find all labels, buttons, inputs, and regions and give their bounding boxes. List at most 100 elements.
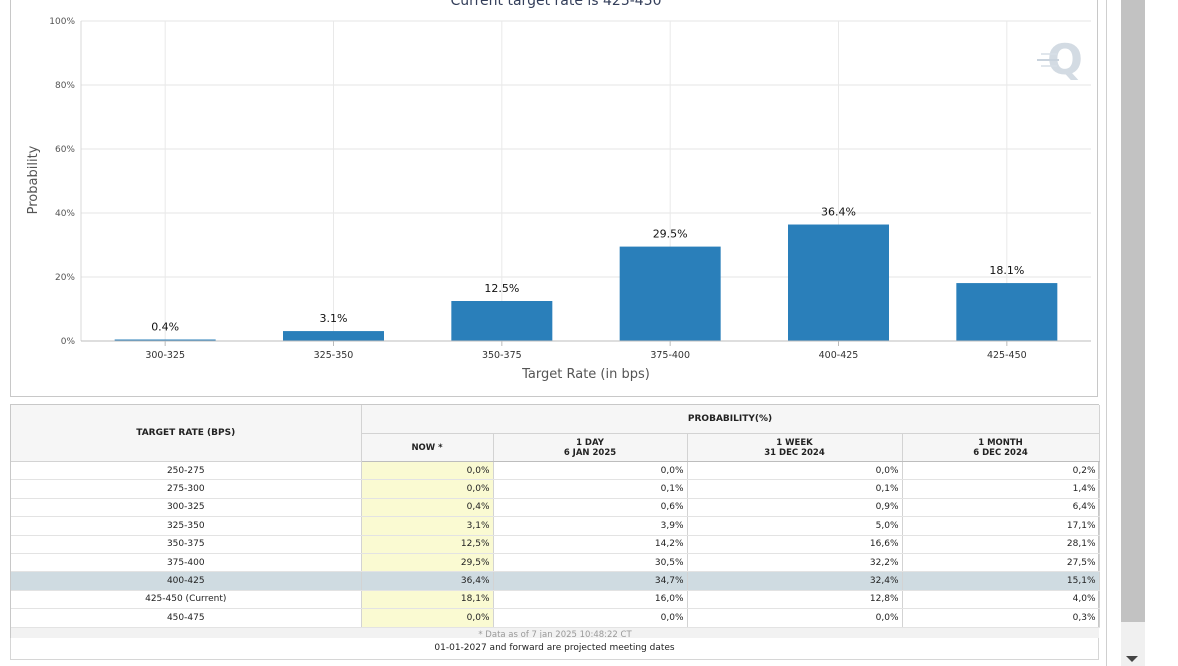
prob-cell-month: 27,5%	[902, 553, 1100, 573]
prob-cell-now: 0,0%	[361, 608, 494, 628]
rate-cell: 350-375	[11, 535, 362, 554]
prob-cell-month: 0,2%	[902, 461, 1100, 481]
col-1month-line2: 6 DEC 2024	[973, 447, 1028, 458]
prob-cell-now: 0,0%	[361, 479, 494, 499]
col-1day-line2: 6 JAN 2025	[563, 447, 617, 458]
col-1week-line2: 31 DEC 2024	[764, 447, 825, 458]
prob-cell-day: 3,9%	[493, 516, 688, 536]
prob-cell-month: 28,1%	[902, 535, 1100, 554]
rate-cell: 375-400	[11, 553, 362, 573]
x-tick-label: 300-325	[145, 350, 185, 361]
prob-cell-week: 0,0%	[687, 608, 903, 628]
bar-325-350	[283, 331, 384, 341]
prob-cell-day: 0,1%	[493, 479, 688, 499]
probability-table-panel: TARGET RATE (BPS) PROBABILITY(%) NOW * 1…	[10, 404, 1100, 642]
prob-cell-month: 4,0%	[902, 590, 1100, 610]
prob-cell-now: 0,4%	[361, 498, 494, 518]
col-1month-header[interactable]: 1 MONTH 6 DEC 2024	[902, 433, 1100, 462]
prob-cell-week: 16,6%	[687, 535, 903, 554]
prob-cell-now: 3,1%	[361, 516, 494, 536]
bar-300-325	[114, 339, 216, 341]
rate-cell: 425-450 (Current)	[11, 590, 362, 610]
scroll-down-arrow-icon[interactable]	[1126, 656, 1138, 662]
bar-data-label: 36.4%	[821, 206, 856, 219]
table-row[interactable]: 375-400 29,5% 30,5% 32,2% 27,5%	[11, 553, 1100, 573]
prob-cell-now: 36,4%	[361, 571, 494, 591]
prob-cell-month: 1,4%	[902, 479, 1100, 499]
chart-title: Current target rate is 425-450	[450, 0, 661, 9]
bar-data-label: 29.5%	[653, 228, 688, 241]
data-timestamp-note: * Data as of 7 jan 2025 10:48:22 CT	[11, 626, 1100, 642]
table-row[interactable]: 350-375 12,5% 14,2% 16,6% 28,1%	[11, 535, 1100, 554]
bar-375-400	[619, 246, 721, 341]
prob-cell-day: 0,6%	[493, 498, 688, 518]
table-row[interactable]: 275-300 0,0% 0,1% 0,1% 1,4%	[11, 479, 1100, 499]
table-row[interactable]: 450-475 0,0% 0,0% 0,0% 0,3%	[11, 608, 1100, 628]
probability-group-header: PROBABILITY(%)	[361, 405, 1100, 434]
prob-cell-month: 6,4%	[902, 498, 1100, 518]
bar-data-label: 3.1%	[320, 312, 348, 325]
bar-425-450	[956, 283, 1058, 341]
table-row[interactable]: 250-275 0,0% 0,0% 0,0% 0,2%	[11, 461, 1100, 481]
prob-cell-week: 0,9%	[687, 498, 903, 518]
prob-cell-week: 32,4%	[687, 571, 903, 591]
bar-350-375	[451, 301, 553, 341]
rate-cell: 275-300	[11, 479, 362, 499]
probability-table-body: 250-275 0,0% 0,0% 0,0% 0,2% 275-300 0,0% 0,1% 0,…	[11, 461, 1100, 628]
prob-cell-now: 18,1%	[361, 590, 494, 610]
y-axis-title: Probability	[26, 145, 41, 214]
scrollbar-thumb[interactable]	[1121, 0, 1145, 622]
prob-cell-now: 12,5%	[361, 535, 494, 554]
main-window: Current target rate is 425-450 0% 20% 40% 60…	[10, 0, 1107, 666]
col-1day-header[interactable]: 1 DAY 6 JAN 2025	[493, 433, 688, 462]
col-1day-line1: 1 DAY	[576, 437, 604, 448]
prob-cell-day: 30,5%	[493, 553, 688, 573]
bar-data-label: 18.1%	[989, 264, 1024, 277]
prob-cell-week: 32,2%	[687, 553, 903, 573]
y-tick-label: 0%	[61, 337, 76, 347]
rate-cell: 300-325	[11, 498, 362, 518]
chart-panel: Current target rate is 425-450 0% 20% 40% 60…	[10, 0, 1098, 397]
y-tick-label: 20%	[55, 273, 75, 283]
x-tick-label: 350-375	[482, 350, 522, 361]
prob-cell-week: 12,8%	[687, 590, 903, 610]
table-row[interactable]: 400-425 36,4% 34,7% 32,4% 15,1%	[11, 571, 1100, 591]
table-row[interactable]: 300-325 0,4% 0,6% 0,9% 6,4%	[11, 498, 1100, 518]
col-1week-header[interactable]: 1 WEEK 31 DEC 2024	[687, 433, 903, 462]
prob-cell-now: 0,0%	[361, 461, 494, 481]
x-axis-title: Target Rate (in bps)	[521, 367, 650, 382]
target-rate-header: TARGET RATE (BPS)	[11, 405, 362, 462]
rate-cell: 250-275	[11, 461, 362, 481]
prob-cell-week: 5,0%	[687, 516, 903, 536]
prob-cell-day: 16,0%	[493, 590, 688, 610]
col-1month-line1: 1 MONTH	[978, 437, 1023, 448]
rate-cell: 400-425	[11, 571, 362, 591]
table-row[interactable]: 325-350 3,1% 3,9% 5,0% 17,1%	[11, 516, 1100, 536]
x-tick-label: 425-450	[987, 350, 1027, 361]
y-tick-label: 80%	[55, 81, 75, 91]
y-tick-label: 60%	[55, 145, 75, 155]
prob-cell-month: 17,1%	[902, 516, 1100, 536]
prob-cell-month: 0,3%	[902, 608, 1100, 628]
x-tick-label: 325-350	[314, 350, 354, 361]
probability-chart: Current target rate is 425-450 0% 20% 40% 60…	[26, 0, 1091, 382]
prob-cell-day: 0,0%	[493, 461, 688, 481]
col-1week-line1: 1 WEEK	[776, 437, 813, 448]
rate-cell: 325-350	[11, 516, 362, 536]
bar-data-label: 12.5%	[484, 282, 519, 295]
col-now-header[interactable]: NOW *	[361, 433, 494, 462]
probability-table: TARGET RATE (BPS) PROBABILITY(%) NOW * 1…	[11, 405, 1100, 642]
x-tick-label: 400-425	[819, 350, 859, 361]
x-tick-label: 375-400	[650, 350, 690, 361]
prob-cell-day: 0,0%	[493, 608, 688, 628]
col-now-line1: NOW *	[411, 442, 443, 453]
y-tick-label: 100%	[49, 17, 75, 27]
prob-cell-month: 15,1%	[902, 571, 1100, 591]
projected-dates-note: 01-01-2027 and forward are projected mee…	[10, 638, 1099, 660]
bar-400-425	[788, 224, 889, 341]
prob-cell-week: 0,0%	[687, 461, 903, 481]
prob-cell-week: 0,1%	[687, 479, 903, 499]
y-tick-label: 40%	[55, 209, 75, 219]
prob-cell-day: 14,2%	[493, 535, 688, 554]
table-row[interactable]: 425-450 (Current) 18,1% 16,0% 12,8% 4,0%	[11, 590, 1100, 610]
